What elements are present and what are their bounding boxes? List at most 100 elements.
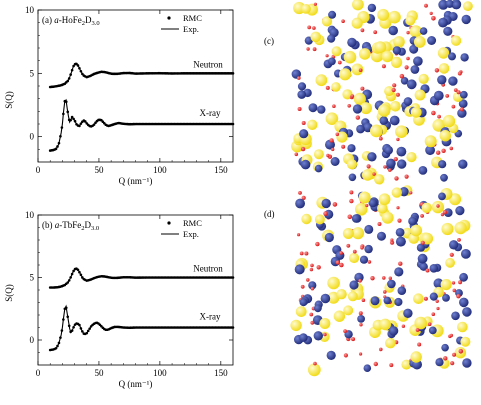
atom-red [396,137,400,142]
x-tick-label: 50 [94,368,104,378]
panel-title-part: a- [54,15,62,25]
atom-red [409,191,413,195]
atom-yellow [358,191,371,204]
atom-blue [377,231,386,241]
atom-yellow [307,363,321,377]
data-point [57,341,61,345]
panel-title-part: (a) [42,15,54,25]
atom-red [323,211,328,216]
atom-blue [458,99,468,109]
atom-red [366,164,371,169]
atom-yellow [421,202,432,213]
data-point [79,122,83,125]
atom-blue [321,198,331,209]
atom-blue [419,262,428,271]
atom-red [355,115,360,120]
data-point [76,268,80,272]
atom-blue [379,116,389,125]
atom-blue [442,294,450,302]
atom-blue [308,281,317,290]
atom-red [297,107,302,111]
x-tick-label: 0 [36,165,41,175]
data-point [66,281,70,284]
atom-red [335,132,340,137]
atom-red [423,296,428,301]
x-tick-label: 100 [153,165,167,175]
atom-red [360,28,365,33]
series-label-x-ray: X-ray [200,108,221,118]
data-point [67,77,71,80]
data-point [78,124,81,128]
atom-yellow [313,149,324,160]
atom-red [361,298,366,303]
atom-yellow [379,318,392,331]
atom-yellow [331,46,342,57]
panel-title-part: D [85,220,92,230]
data-point [85,331,89,335]
atom-yellow [424,135,437,148]
atom-blue [394,267,404,277]
atom-red [456,90,461,95]
series-label-neutron: Neutron [193,264,223,274]
chart-panel-1: 0 50 100 150 0 5 10 Q (nm⁻¹) S(Q) (b) a-TbFe2D3.0… [4,210,235,389]
data-point [67,324,71,328]
atom-red [417,342,422,347]
atom-yellow [343,305,354,316]
atom-blue [363,364,372,373]
atom-yellow [381,211,394,224]
atom-yellow [347,291,358,302]
atom-red [347,104,352,108]
atom-blue [455,206,465,216]
atom-blue [299,333,308,342]
atom-blue [357,315,365,323]
atom-blue [313,331,323,341]
atom-yellow [377,104,391,117]
atom-blue [324,232,334,243]
atom-yellow [359,48,371,60]
data-point [54,147,58,151]
atom-yellow [290,319,302,332]
atom-yellow [413,36,426,48]
atom-red [451,281,456,285]
atom-red [339,262,344,268]
atom-blue [352,104,363,114]
series-points-neutron [48,62,235,89]
atom-red [401,324,406,328]
panel-title: (a) a-HoFe2D3.0 [42,15,100,27]
atom-yellow [445,257,455,268]
atom-blue [457,108,467,118]
panel-title-part: HoFe [62,15,82,25]
atom-yellow [439,130,451,142]
atom-yellow [450,35,462,46]
data-point [62,112,65,116]
atom-red [325,85,330,90]
atom-blue [443,26,453,36]
atom-yellow [391,56,403,68]
atom-blue [397,159,407,169]
atom-red [343,329,347,333]
data-point [81,72,84,76]
atom-red [339,251,343,255]
atom-red [360,245,364,250]
atom-yellow [385,337,396,349]
atom-blue [460,53,469,62]
data-point [78,66,81,70]
atom-blue [451,311,460,321]
atom-red [300,146,306,152]
atom-red [377,222,382,226]
atom-yellow [395,125,408,138]
data-point [88,327,91,330]
atom-red [313,2,317,6]
data-point [70,272,74,276]
atom-blue [440,173,448,182]
data-point [73,119,77,123]
atom-blue [394,297,403,307]
data-point [62,318,65,321]
atom-yellow [449,193,462,206]
series-points-x-ray [48,99,235,152]
atom-blue [327,34,336,43]
atom-red [389,363,394,368]
atom-red [373,361,378,367]
atom-yellow [352,0,364,11]
